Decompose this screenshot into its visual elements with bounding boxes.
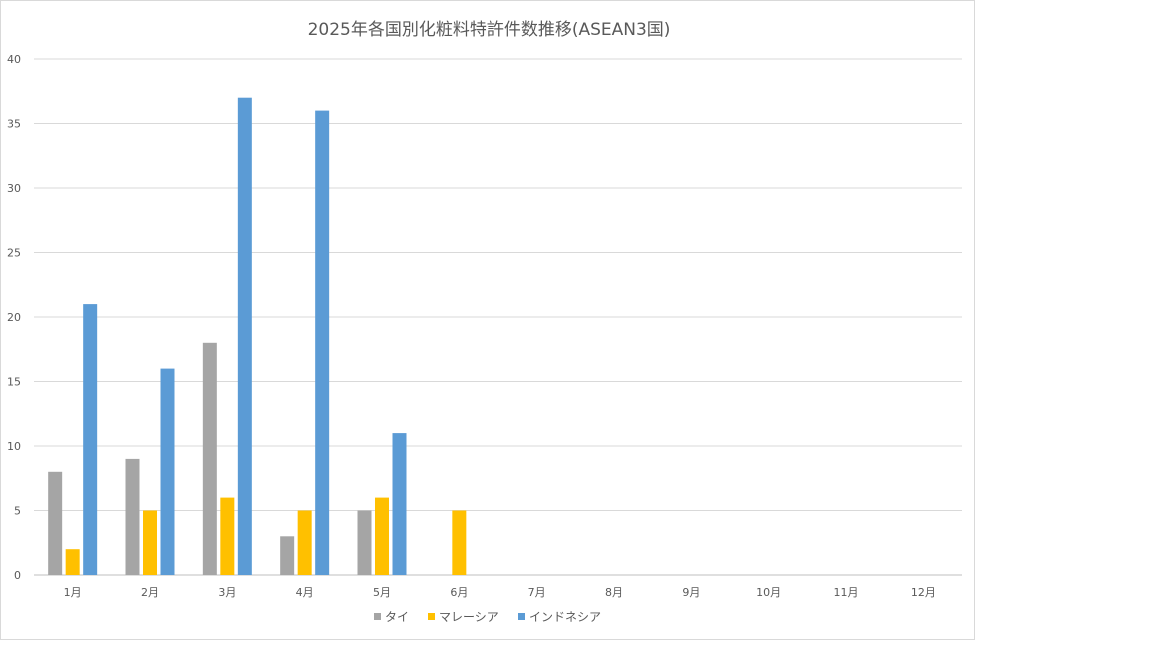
x-tick-label: 10月 xyxy=(756,586,781,599)
legend-swatch-タイ xyxy=(374,613,381,620)
x-tick-label: 12月 xyxy=(911,586,936,599)
chart-svg: 2025年各国別化粧料特許件数推移(ASEAN3国) 0 5 10 15 20 25 30 3… xyxy=(7,20,962,624)
bar-インドネシア-3月 xyxy=(237,97,252,575)
legend-label: インドネシア xyxy=(529,610,601,624)
x-tick-label: 2月 xyxy=(141,586,159,599)
bar-マレーシア-5月 xyxy=(375,497,389,575)
bar-マレーシア-3月 xyxy=(220,497,235,575)
x-tick-label: 7月 xyxy=(528,586,546,599)
bar-タイ-3月 xyxy=(202,342,217,575)
legend-swatch-マレーシア xyxy=(428,613,435,620)
bar-インドネシア-2月 xyxy=(160,368,175,575)
bars xyxy=(48,97,467,575)
bar-マレーシア-2月 xyxy=(143,510,157,575)
x-axis-ticks: 1月 2月 3月 4月 5月 6月 7月 8月 9月 10月 11月 12月 xyxy=(64,586,936,599)
legend-label: マレーシア xyxy=(439,610,499,624)
x-tick-label: 11月 xyxy=(834,586,859,599)
legend-label: タイ xyxy=(385,610,409,624)
x-tick-label: 9月 xyxy=(682,586,700,599)
chart-title: 2025年各国別化粧料特許件数推移(ASEAN3国) xyxy=(308,20,671,40)
y-tick-label: 35 xyxy=(7,118,21,131)
bar-マレーシア-1月 xyxy=(65,549,80,575)
bar-タイ-1月 xyxy=(48,471,63,575)
x-tick-label: 3月 xyxy=(218,586,236,599)
y-tick-label: 25 xyxy=(7,247,21,260)
legend-swatch-インドネシア xyxy=(518,613,525,620)
bar-インドネシア-5月 xyxy=(392,433,407,575)
x-tick-label: 4月 xyxy=(296,586,314,599)
bar-マレーシア-6月 xyxy=(452,510,467,575)
x-tick-label: 8月 xyxy=(605,586,623,599)
gridlines xyxy=(34,58,962,576)
x-tick-label: 5月 xyxy=(373,586,391,599)
bar-タイ-2月 xyxy=(125,458,140,575)
y-tick-label: 15 xyxy=(7,376,21,389)
y-tick-label: 5 xyxy=(14,505,21,518)
bar-インドネシア-4月 xyxy=(315,110,330,575)
bar-インドネシア-1月 xyxy=(83,304,98,575)
y-tick-label: 30 xyxy=(7,182,21,195)
bar-タイ-5月 xyxy=(357,510,372,575)
bar-マレーシア-4月 xyxy=(297,510,312,575)
x-tick-label: 1月 xyxy=(64,586,82,599)
y-tick-label: 40 xyxy=(7,53,21,66)
bar-タイ-4月 xyxy=(280,536,295,575)
y-tick-label: 0 xyxy=(14,569,21,582)
x-tick-label: 6月 xyxy=(450,586,468,599)
chart-frame: 2025年各国別化粧料特許件数推移(ASEAN3国) 0 5 10 15 20 25 30 3… xyxy=(0,0,975,640)
y-tick-label: 20 xyxy=(7,311,21,324)
legend: タイ マレーシア インドネシア xyxy=(374,610,601,624)
y-axis-ticks: 0 5 10 15 20 25 30 35 40 xyxy=(7,53,21,582)
y-tick-label: 10 xyxy=(7,440,21,453)
